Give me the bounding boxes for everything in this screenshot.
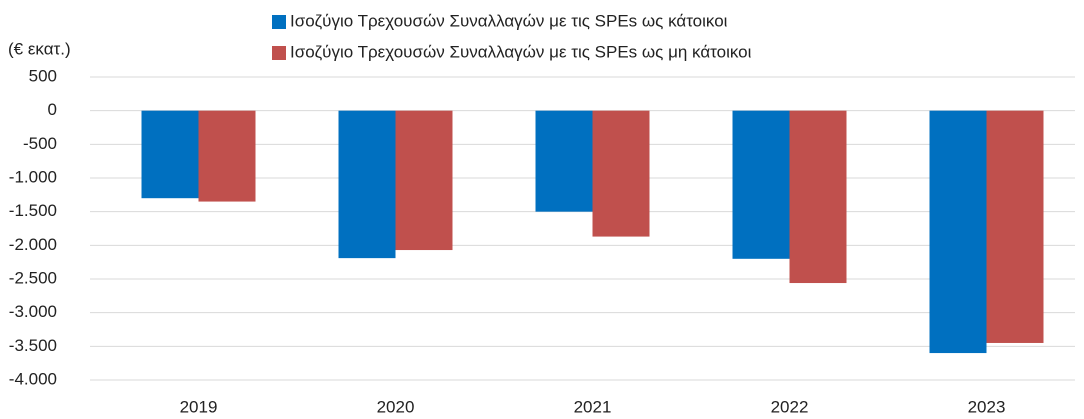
bar bbox=[986, 110, 1044, 343]
bar bbox=[535, 110, 593, 212]
y-axis-label: (€ εκατ.) bbox=[8, 39, 71, 58]
y-tick-label: -2.500 bbox=[9, 268, 57, 287]
legend-swatch bbox=[272, 46, 286, 60]
bar bbox=[338, 110, 396, 259]
y-tick-label: -3.000 bbox=[9, 302, 57, 321]
y-tick-label: -3.500 bbox=[9, 336, 57, 355]
legend-swatch bbox=[272, 15, 286, 29]
x-tick-label: 2023 bbox=[968, 397, 1006, 416]
legend-label: Ισοζύγιο Τρεχουσών Συναλλαγών με τις SPE… bbox=[290, 42, 752, 61]
y-tick-label: -500 bbox=[23, 134, 57, 153]
y-tick-label: -1.000 bbox=[9, 167, 57, 186]
bar bbox=[929, 110, 987, 354]
x-tick-label: 2021 bbox=[574, 397, 612, 416]
y-tick-label: 0 bbox=[48, 100, 57, 119]
x-tick-label: 2019 bbox=[180, 397, 218, 416]
y-tick-label: -4.000 bbox=[9, 369, 57, 388]
x-tick-label: 2022 bbox=[771, 397, 809, 416]
bar bbox=[395, 110, 453, 251]
legend-label: Ισοζύγιο Τρεχουσών Συναλλαγών με τις SPE… bbox=[290, 11, 728, 30]
y-tick-label: 500 bbox=[29, 66, 57, 85]
bar bbox=[592, 110, 650, 237]
y-tick-label: -2.000 bbox=[9, 235, 57, 254]
bar bbox=[732, 110, 790, 259]
x-tick-label: 2020 bbox=[377, 397, 415, 416]
bar bbox=[789, 110, 847, 284]
y-tick-label: -1.500 bbox=[9, 201, 57, 220]
bar bbox=[198, 110, 256, 202]
bar bbox=[141, 110, 199, 199]
